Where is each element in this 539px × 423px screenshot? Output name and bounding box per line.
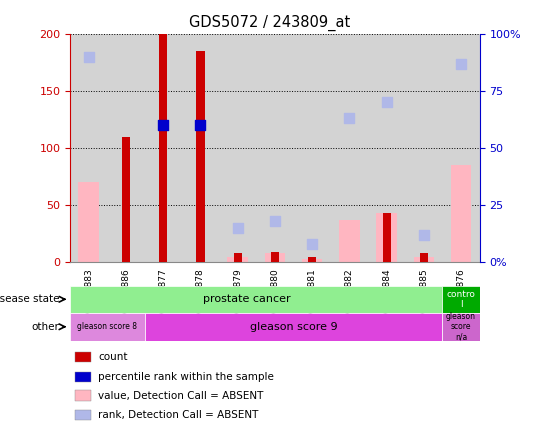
Bar: [376, 213, 397, 262]
Bar: [70, 313, 144, 341]
Point: [419, 231, 428, 238]
Bar: [302, 259, 322, 262]
Bar: [256, 34, 294, 262]
Bar: [219, 34, 256, 262]
Text: disease state: disease state: [0, 294, 60, 304]
Bar: [196, 51, 204, 262]
Bar: [107, 34, 144, 262]
Text: value, Detection Call = ABSENT: value, Detection Call = ABSENT: [98, 391, 264, 401]
Bar: [339, 220, 360, 262]
Bar: [271, 252, 279, 262]
Bar: [405, 34, 443, 262]
Text: percentile rank within the sample: percentile rank within the sample: [98, 372, 274, 382]
Bar: [122, 137, 130, 262]
Text: gleason score 9: gleason score 9: [250, 322, 337, 332]
Bar: [144, 34, 182, 262]
Bar: [75, 410, 91, 420]
Text: count: count: [98, 352, 128, 362]
Bar: [413, 256, 434, 262]
Point: [85, 53, 93, 60]
Text: gleason score 8: gleason score 8: [77, 322, 137, 331]
Point: [382, 99, 391, 106]
Bar: [368, 34, 405, 262]
Bar: [182, 34, 219, 262]
Text: other: other: [32, 322, 60, 332]
Point: [308, 241, 316, 247]
Bar: [233, 253, 242, 262]
Bar: [70, 34, 107, 262]
Bar: [294, 34, 331, 262]
Text: prostate cancer: prostate cancer: [203, 294, 291, 304]
Bar: [227, 256, 248, 262]
Bar: [420, 253, 428, 262]
Point: [457, 60, 465, 67]
Text: GDS5072 / 243809_at: GDS5072 / 243809_at: [189, 15, 350, 31]
Bar: [308, 256, 316, 262]
Bar: [79, 182, 99, 262]
Bar: [383, 213, 391, 262]
Text: rank, Detection Call = ABSENT: rank, Detection Call = ABSENT: [98, 410, 259, 420]
Bar: [331, 34, 368, 262]
Bar: [75, 352, 91, 363]
Bar: [451, 165, 471, 262]
Point: [271, 218, 279, 225]
Point: [196, 122, 205, 129]
Bar: [443, 313, 480, 341]
Bar: [265, 253, 285, 262]
Point: [159, 122, 168, 129]
Point: [233, 225, 242, 231]
Bar: [75, 372, 91, 382]
Bar: [75, 390, 91, 401]
Point: [345, 115, 354, 122]
Bar: [443, 286, 480, 313]
Text: contro
l: contro l: [447, 290, 475, 309]
Bar: [443, 34, 480, 262]
Text: gleason
score
n/a: gleason score n/a: [446, 312, 476, 342]
Bar: [159, 34, 167, 262]
Bar: [144, 313, 443, 341]
